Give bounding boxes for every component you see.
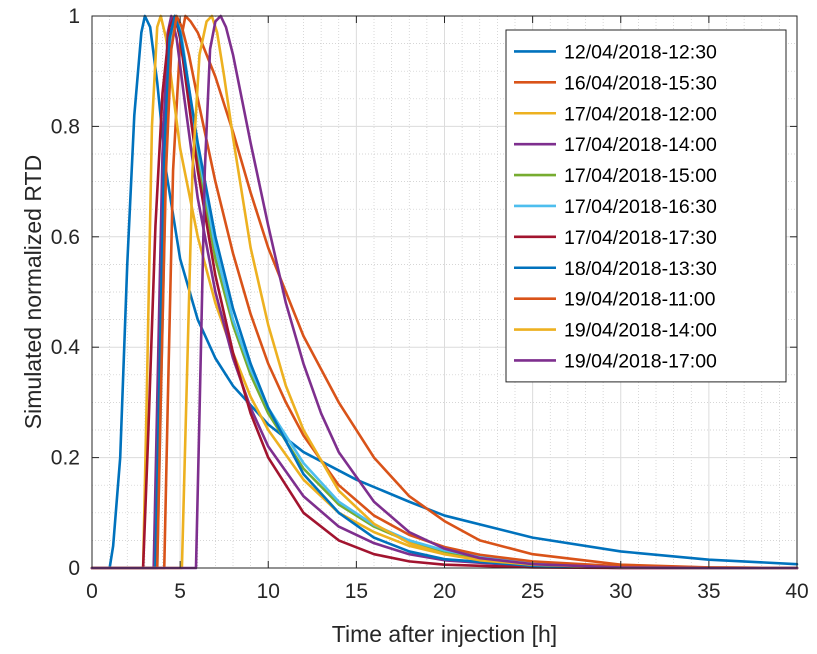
legend-entry-label: 12/04/2018-12:30: [564, 41, 717, 63]
x-tick-label: 15: [345, 580, 368, 603]
legend: 12/04/2018-12:30 16/04/2018-15:30 17/04/20…: [505, 29, 787, 383]
y-tick-labels: 0 0.2 0.4 0.6 0.8 1: [51, 5, 81, 580]
series-line-10: [90, 14, 799, 570]
x-axis-title: Time after injection [h]: [332, 621, 557, 647]
x-tick-label: 0: [86, 580, 98, 603]
x-tick-label: 5: [174, 580, 186, 603]
legend-entry-label: 17/04/2018-14:00: [564, 134, 717, 156]
y-tick-label: 0.2: [51, 447, 80, 470]
x-tick-label: 20: [433, 580, 456, 603]
x-tick-label: 35: [697, 580, 720, 603]
legend-entry-label: 19/04/2018-11:00: [564, 289, 716, 311]
x-tick-labels: 0 5 10 15 20 25 30 35 40: [86, 580, 809, 603]
series-line-9: [90, 14, 799, 570]
legend-entry-label: 17/04/2018-16:30: [564, 196, 717, 218]
y-tick-label: 0.6: [51, 226, 80, 249]
series-line-7: [90, 14, 799, 570]
legend-entry-label: 19/04/2018-14:00: [564, 320, 717, 342]
x-tick-label: 25: [521, 580, 544, 603]
x-tick-label: 30: [609, 580, 632, 603]
series-line-11: [90, 14, 799, 570]
legend-entry-label: 17/04/2018-12:00: [564, 103, 717, 125]
legend-entry-label: 17/04/2018-17:30: [564, 227, 717, 249]
legend-entry-label: 16/04/2018-15:30: [564, 72, 717, 94]
y-tick-label: 0: [68, 557, 80, 580]
y-axis-title: Simulated normalized RTD: [20, 155, 46, 429]
series-lines: [90, 14, 799, 570]
axis-ticks: [91, 15, 798, 569]
y-tick-label: 0.4: [51, 336, 81, 359]
x-tick-label: 10: [257, 580, 280, 603]
series-line-2: [90, 14, 799, 570]
x-tick-label: 40: [785, 580, 808, 603]
legend-entry-label: 18/04/2018-13:30: [564, 258, 717, 280]
legend-entry-label: 17/04/2018-15:00: [564, 165, 717, 187]
legend-entry-label: 19/04/2018-17:00: [564, 350, 717, 372]
series-line-8: [90, 14, 799, 570]
y-tick-label: 1: [68, 5, 80, 28]
y-tick-label: 0.8: [51, 115, 80, 138]
